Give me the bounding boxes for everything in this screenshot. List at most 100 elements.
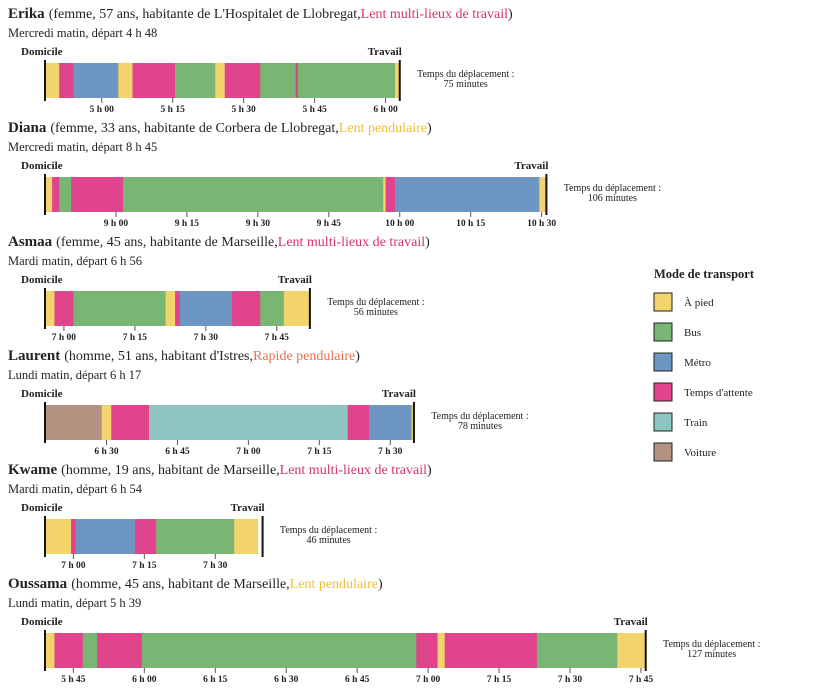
- segment-attente: [71, 519, 77, 554]
- end-label: Travail: [514, 160, 548, 172]
- start-label: Domicile: [21, 46, 63, 58]
- tick-label: 7 h 15: [307, 447, 332, 457]
- segment-pied: [234, 519, 259, 554]
- legend-swatch-attente: [653, 382, 673, 402]
- legend-label-metro: Métro: [684, 357, 711, 369]
- segment-attente: [132, 63, 176, 98]
- start-label: Domicile: [21, 502, 63, 514]
- segment-bus: [82, 633, 98, 668]
- trip-header: Oussama (homme, 45 ans, habitant de Marse…: [8, 576, 383, 592]
- trip-category: Lent multi-lieux de travail: [280, 463, 427, 478]
- segment-attente: [416, 633, 438, 668]
- legend-title: Mode de transport: [654, 267, 755, 281]
- segment-metro: [75, 519, 136, 554]
- trip-laurent: Laurent (homme, 51 ans, habitant d'Istres…: [8, 348, 529, 457]
- segment-metro: [369, 405, 412, 440]
- tick-label: 6 h 45: [165, 447, 190, 457]
- start-label: Domicile: [21, 160, 63, 172]
- segment-attente: [54, 291, 74, 326]
- tick-label: 7 h 30: [203, 561, 228, 571]
- trip-category: Lent multi-lieux de travail: [278, 235, 425, 250]
- segment-bus: [298, 63, 396, 98]
- tick-label: 7 h 30: [378, 447, 403, 457]
- tick-label: 6 h 00: [373, 105, 398, 115]
- trips-layer: Erika (femme, 57 ans, habitante de L'Hosp…: [8, 6, 760, 685]
- tick-label: 6 h 00: [132, 675, 157, 685]
- segment-pied: [45, 633, 55, 668]
- legend-swatch-train: [653, 412, 673, 432]
- trip-erika: Erika (femme, 57 ans, habitante de L'Hosp…: [8, 6, 514, 115]
- trip-header: Laurent (homme, 51 ans, habitant d'Istres…: [8, 348, 360, 364]
- segment-bus: [73, 291, 166, 326]
- duration-label: Temps du déplacement :: [280, 525, 377, 536]
- legend: Mode de transport À pied Bus Métro Temps d'a…: [653, 267, 755, 462]
- end-label: Travail: [278, 274, 312, 286]
- trip-subtitle: Lundi matin, départ 6 h 17: [8, 368, 141, 382]
- segment-bus: [156, 519, 235, 554]
- end-label: Travail: [382, 388, 416, 400]
- segment-attente: [224, 63, 261, 98]
- duration-label: Temps du déplacement :: [417, 69, 514, 80]
- tick-label: 5 h 45: [302, 105, 327, 115]
- tick-label: 7 h 30: [558, 675, 583, 685]
- trip-oussama: Oussama (homme, 45 ans, habitant de Marse…: [8, 576, 760, 685]
- legend-label-pied: À pied: [684, 297, 714, 309]
- trip-header: Asmaa (femme, 45 ans, habitante de Marsei…: [8, 234, 430, 250]
- trip-category: Lent multi-lieux de travail: [361, 7, 508, 22]
- segment-pied: [165, 291, 176, 326]
- segment-bus: [141, 633, 417, 668]
- segment-pied: [437, 633, 445, 668]
- tick-label: 9 h 45: [317, 219, 342, 229]
- legend-swatch-voiture: [653, 442, 673, 462]
- tick-label: 7 h 45: [629, 675, 654, 685]
- tick-label: 7 h 00: [416, 675, 441, 685]
- tick-label: 7 h 00: [61, 561, 86, 571]
- tick-label: 5 h 15: [161, 105, 186, 115]
- tick-label: 5 h 00: [90, 105, 115, 115]
- tick-label: 7 h 30: [194, 333, 219, 343]
- segment-attente: [444, 633, 538, 668]
- legend-label-attente: Temps d'attente: [684, 387, 753, 399]
- legend-label-bus: Bus: [684, 327, 701, 339]
- segment-attente: [111, 405, 150, 440]
- tick-label: 5 h 30: [232, 105, 257, 115]
- duration-value: 127 minutes: [687, 649, 736, 660]
- trip-paren: ): [355, 349, 360, 364]
- segment-pied: [45, 63, 60, 98]
- segment-metro: [73, 63, 119, 98]
- trip-diana: Diana (femme, 33 ans, habitante de Corber…: [8, 120, 661, 229]
- legend-label-voiture: Voiture: [684, 447, 716, 459]
- segment-metro: [179, 291, 233, 326]
- segment-attente: [175, 291, 181, 326]
- tick-label: 6 h 15: [203, 675, 228, 685]
- segment-attente: [295, 63, 299, 98]
- segment-attente: [54, 633, 84, 668]
- segment-pied: [383, 177, 386, 212]
- end-label: Travail: [368, 46, 402, 58]
- end-label: Travail: [231, 502, 265, 514]
- duration-value: 75 minutes: [444, 79, 488, 90]
- segment-pied: [395, 63, 401, 98]
- tick-label: 9 h 15: [175, 219, 200, 229]
- tick-label: 10 h 15: [456, 219, 485, 229]
- segment-pied: [45, 519, 72, 554]
- segment-bus: [260, 291, 285, 326]
- segment-bus: [536, 633, 618, 668]
- trip-subtitle: Mardi matin, départ 6 h 54: [8, 482, 143, 496]
- segment-voiture: [45, 405, 103, 440]
- tick-label: 9 h 30: [246, 219, 271, 229]
- legend-swatch-metro: [653, 352, 673, 372]
- tick-label: 6 h 30: [94, 447, 119, 457]
- segment-attente: [134, 519, 157, 554]
- segment-metro: [395, 177, 540, 212]
- trip-category: Lent pendulaire: [339, 121, 427, 136]
- trip-header: Kwame (homme, 19 ans, habitant de Marseil…: [8, 462, 432, 478]
- segment-pied: [539, 177, 547, 212]
- segment-pied: [411, 405, 415, 440]
- tick-label: 7 h 15: [487, 675, 512, 685]
- segment-attente: [347, 405, 370, 440]
- trip-name: Asmaa: [8, 234, 53, 250]
- segment-attente: [97, 633, 143, 668]
- duration-label: Temps du déplacement :: [663, 639, 760, 650]
